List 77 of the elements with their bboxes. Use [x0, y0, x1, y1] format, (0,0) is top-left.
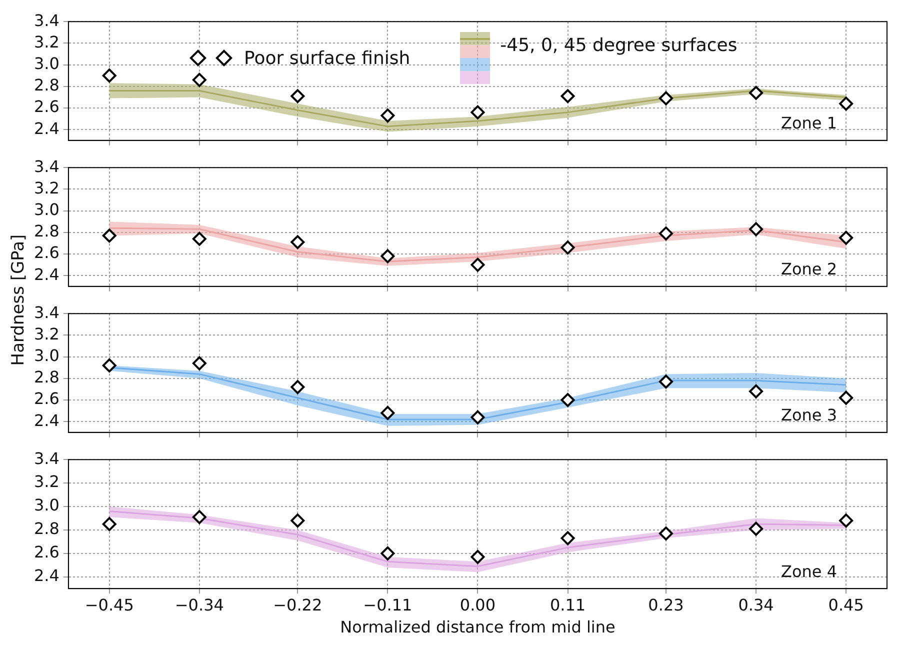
point: [839, 390, 854, 405]
point: [102, 358, 116, 372]
x-tick-label: 0.00: [460, 595, 496, 614]
annotation: Zone 3: [781, 406, 837, 425]
x-axis-title: Normalized distance from mid line: [340, 618, 616, 637]
point: [290, 380, 305, 394]
point: [560, 393, 575, 407]
point: [290, 89, 305, 104]
y-tick-label: 2.6: [34, 542, 60, 562]
legend-label: -45, 0, 45 degree surfaces: [500, 34, 738, 56]
point: [470, 258, 485, 272]
x-tick-label: −0.34: [174, 595, 224, 614]
y-tick-label: 2.4: [34, 410, 60, 430]
annotation: Zone 4: [781, 562, 837, 581]
y-tick-label: 2.8: [34, 222, 60, 241]
point: [839, 230, 854, 245]
x-tick-label: 0.11: [550, 595, 586, 614]
point: [560, 89, 575, 104]
point: [380, 406, 395, 420]
point: [560, 240, 575, 255]
point: [102, 517, 116, 532]
x-tick-label: −0.45: [84, 595, 134, 614]
y-tick-label: 3.4: [34, 448, 60, 468]
point: [192, 232, 206, 246]
y-tick-label: 3.0: [34, 200, 60, 219]
y-tick-label: 3.4: [34, 10, 60, 30]
point: [658, 374, 673, 389]
y-tick-label: 3.0: [34, 346, 60, 365]
point: [839, 96, 854, 111]
y-tick-label: 3.4: [34, 156, 60, 176]
y-tick-label: 2.6: [34, 389, 60, 408]
annotation: Zone 1: [781, 114, 837, 133]
point: [749, 522, 764, 536]
y-tick-label: 2.6: [34, 97, 60, 116]
point: [839, 514, 854, 528]
y-tick-label: 3.2: [34, 324, 60, 344]
point: [749, 86, 764, 100]
point: [290, 235, 305, 250]
point: [192, 72, 206, 87]
point: [192, 510, 206, 524]
y-tick-label: 3.2: [34, 472, 60, 492]
y-tick-label: 3.2: [34, 32, 60, 52]
point: [380, 546, 395, 560]
y-tick-label: 2.8: [34, 368, 60, 387]
point: [102, 228, 116, 243]
point: [658, 226, 673, 240]
y-tick-label: 3.0: [34, 54, 60, 73]
x-tick-label: −0.11: [363, 595, 412, 614]
y-tick-label: 3.2: [34, 178, 60, 198]
x-tick-label: 0.23: [648, 595, 684, 614]
point: [560, 531, 575, 546]
y-tick-label: 3.0: [34, 496, 60, 515]
y-axis-title: Hardness [GPa]: [9, 234, 30, 366]
annotation: Zone 2: [781, 260, 837, 279]
point: [192, 356, 206, 370]
point: [749, 384, 764, 398]
y-tick-label: 2.4: [34, 264, 60, 284]
y-tick-label: 3.4: [34, 302, 60, 322]
point: [470, 410, 485, 424]
y-tick-label: 2.6: [34, 243, 60, 262]
point: [658, 526, 673, 540]
y-tick-label: 2.8: [34, 76, 60, 95]
point: [658, 91, 673, 106]
x-tick-label: 0.34: [738, 595, 774, 614]
y-tick-label: 2.4: [34, 118, 60, 138]
point: [470, 105, 485, 120]
point: [470, 550, 485, 564]
legend-label: Poor surface finish: [244, 48, 410, 68]
y-tick-label: 2.4: [34, 566, 60, 586]
x-tick-label: 0.45: [828, 595, 864, 614]
point: [380, 249, 395, 264]
point: [102, 68, 116, 83]
point: [749, 222, 764, 236]
point: [290, 514, 305, 528]
point: [380, 108, 395, 123]
y-tick-label: 2.8: [34, 519, 60, 538]
x-tick-label: −0.22: [273, 595, 322, 614]
